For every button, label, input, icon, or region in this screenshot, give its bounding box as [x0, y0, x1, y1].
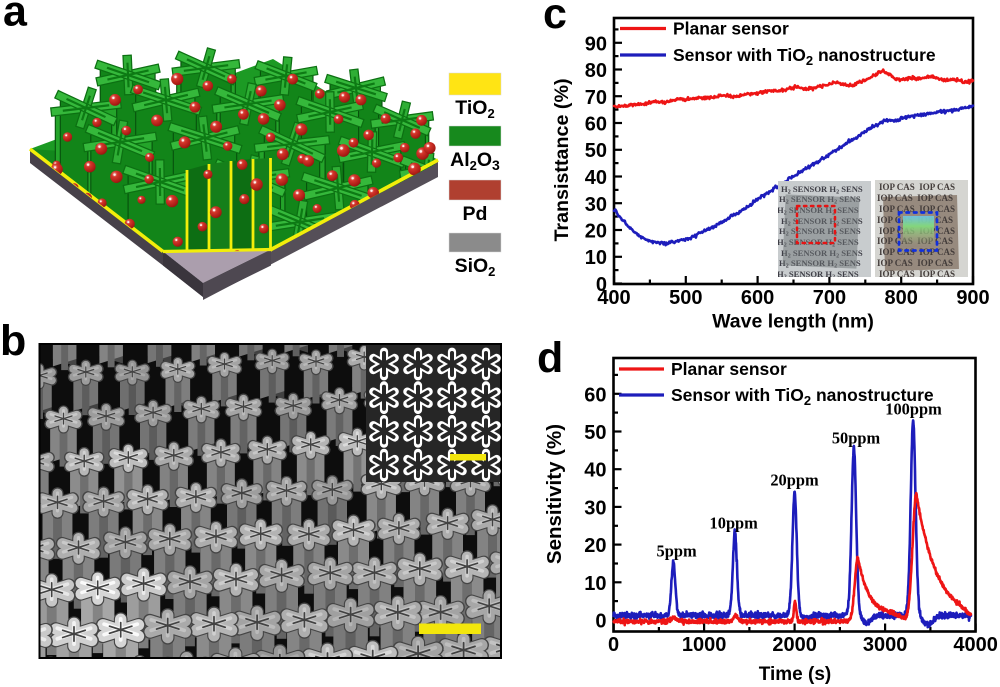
svg-text:60: 60 [585, 114, 607, 136]
svg-text:700: 700 [813, 287, 846, 309]
svg-text:40: 40 [584, 460, 606, 482]
svg-text:IOP CAS IOP CAS: IOP CAS IOP CAS [877, 258, 953, 268]
svg-text:Sensitivity (%): Sensitivity (%) [543, 424, 566, 564]
svg-text:50ppm: 50ppm [832, 429, 881, 448]
svg-text:30: 30 [585, 194, 607, 216]
svg-text:SiO2: SiO2 [455, 255, 496, 279]
svg-text:Pd: Pd [463, 203, 488, 225]
svg-text:IOP CAS IOP CAS: IOP CAS IOP CAS [879, 247, 955, 257]
svg-text:TiO2: TiO2 [455, 97, 494, 121]
svg-text:0: 0 [595, 611, 606, 633]
svg-text:a: a [3, 0, 28, 36]
svg-text:50: 50 [584, 422, 606, 444]
svg-text:500: 500 [669, 287, 702, 309]
svg-text:Transisttance (%): Transisttance (%) [551, 78, 573, 241]
svg-text:600: 600 [741, 287, 774, 309]
svg-text:H2 SENSOR H2 SENS: H2 SENSOR H2 SENS [777, 269, 859, 281]
svg-text:100ppm: 100ppm [885, 400, 942, 419]
svg-text:20ppm: 20ppm [770, 471, 819, 490]
svg-text:H2 SENSOR H2 SENS: H2 SENSOR H2 SENS [781, 184, 863, 196]
svg-text:30: 30 [584, 497, 606, 519]
svg-text:3000: 3000 [863, 634, 908, 656]
svg-text:400: 400 [597, 287, 630, 309]
svg-text:90: 90 [585, 33, 607, 55]
svg-text:IOP CAS IOP CAS: IOP CAS IOP CAS [879, 204, 955, 214]
svg-text:800: 800 [885, 287, 918, 309]
svg-text:10ppm: 10ppm [710, 514, 759, 533]
svg-text:Planar sensor: Planar sensor [671, 359, 787, 379]
svg-text:5ppm: 5ppm [657, 542, 697, 561]
svg-text:IOP CAS IOP CAS: IOP CAS IOP CAS [879, 182, 955, 192]
svg-text:1000: 1000 [682, 634, 727, 656]
svg-text:40: 40 [585, 167, 607, 189]
svg-text:60: 60 [584, 384, 606, 406]
svg-text:20: 20 [585, 221, 607, 243]
svg-text:d: d [537, 334, 563, 382]
svg-text:2000: 2000 [772, 634, 817, 656]
svg-text:c: c [543, 0, 567, 38]
svg-text:b: b [0, 317, 26, 365]
svg-text:4000: 4000 [953, 634, 998, 656]
svg-text:0: 0 [608, 634, 619, 656]
svg-text:Sensor with TiO2 nanostructure: Sensor with TiO2 nanostructure [673, 45, 936, 68]
svg-text:20: 20 [584, 535, 606, 557]
svg-text:10: 10 [585, 247, 607, 269]
svg-text:Time (s): Time (s) [759, 664, 832, 685]
svg-text:IOP CAS IOP CAS: IOP CAS IOP CAS [879, 269, 955, 279]
svg-text:Sensor with TiO2 nanostructure: Sensor with TiO2 nanostructure [671, 385, 934, 408]
svg-text:IOP CAS IOP CAS: IOP CAS IOP CAS [877, 193, 953, 203]
svg-text:Planar sensor: Planar sensor [673, 19, 789, 39]
svg-text:Al2O3: Al2O3 [450, 149, 500, 173]
svg-text:80: 80 [585, 60, 607, 82]
svg-text:50: 50 [585, 140, 607, 162]
svg-text:900: 900 [956, 287, 989, 309]
svg-text:10: 10 [584, 573, 606, 595]
svg-text:70: 70 [585, 87, 607, 109]
svg-text:Wave length (nm): Wave length (nm) [712, 311, 874, 333]
svg-text:0: 0 [596, 274, 607, 296]
